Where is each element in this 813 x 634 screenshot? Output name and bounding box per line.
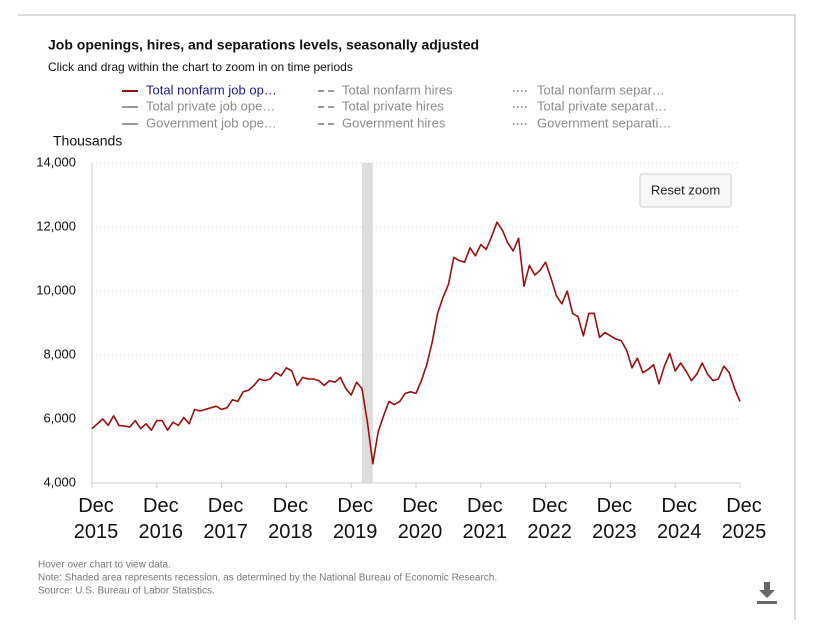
x-tick-label: Dec 2025 xyxy=(721,495,767,543)
note: Note: Shaded area represents recession, … xyxy=(38,573,497,584)
y-axis-label: Thousands xyxy=(53,133,122,149)
note: Source: U.S. Bureau of Labor Statistics. xyxy=(38,586,215,597)
legend-item[interactable]: Total private job ope… xyxy=(122,98,275,113)
y-tick-label: 10,000 xyxy=(36,282,76,297)
legend-item[interactable]: Government hires xyxy=(318,115,446,130)
recession-band xyxy=(362,163,373,483)
legend-label[interactable]: Total nonfarm hires xyxy=(342,82,453,97)
icon-part[interactable] xyxy=(764,582,770,591)
legend-item[interactable]: Total nonfarm job op… xyxy=(122,82,277,97)
legend-label[interactable]: Total private hires xyxy=(342,98,444,113)
chart-subtitle: Click and drag within the chart to zoom … xyxy=(48,60,353,74)
legend-item[interactable]: Total nonfarm hires xyxy=(318,82,453,97)
x-tick-label: Dec 2023 xyxy=(592,495,637,543)
x-tick-label: Dec 2019 xyxy=(332,495,378,543)
button-label[interactable]: Reset zoom xyxy=(651,182,720,197)
legend-item[interactable]: Total private separat… xyxy=(513,98,667,113)
y-tick-label: 4,000 xyxy=(43,474,76,489)
legend-label[interactable]: Total nonfarm job op… xyxy=(146,82,277,97)
legend-item[interactable]: Government separati… xyxy=(513,115,671,130)
legend-item[interactable]: Total nonfarm separ… xyxy=(513,82,665,97)
download-icon[interactable] xyxy=(757,582,777,604)
y-tick-label: 12,000 xyxy=(36,218,76,233)
legend-label[interactable]: Total private separat… xyxy=(537,98,667,113)
x-tick-label: Dec 2020 xyxy=(397,495,443,543)
legend-item[interactable]: Government job ope… xyxy=(122,115,277,130)
y-tick-label: 14,000 xyxy=(36,154,76,169)
y-tick-label: 6,000 xyxy=(43,410,76,425)
icon-part[interactable] xyxy=(757,601,777,604)
reset-button[interactable]: Reset zoom xyxy=(639,173,732,208)
x-tick-label: Dec 2022 xyxy=(527,495,572,543)
x-tick-label: Dec 2024 xyxy=(656,495,702,543)
legend-label[interactable]: Government job ope… xyxy=(146,115,277,130)
button-box[interactable] xyxy=(639,173,732,208)
x-tick-label: Dec 2015 xyxy=(73,495,119,543)
note: Hover over chart to view data. xyxy=(38,560,171,571)
legend-label[interactable]: Total nonfarm separ… xyxy=(537,82,665,97)
data-line xyxy=(91,221,741,465)
icon-part[interactable] xyxy=(759,590,775,598)
chart-title: Job openings, hires, and separations lev… xyxy=(48,37,479,53)
y-tick-label: 8,000 xyxy=(43,346,76,361)
x-tick-label: Dec 2021 xyxy=(462,495,508,543)
legend-item[interactable]: Total private hires xyxy=(318,98,444,113)
legend-label[interactable]: Government hires xyxy=(342,115,446,130)
x-tick-label: Dec 2016 xyxy=(138,495,184,543)
x-tick-label: Dec 2017 xyxy=(203,495,248,543)
frame xyxy=(18,14,796,620)
legend-label[interactable]: Government separati… xyxy=(537,115,671,130)
x-tick-label: Dec 2018 xyxy=(268,495,313,543)
legend-label[interactable]: Total private job ope… xyxy=(146,98,275,113)
